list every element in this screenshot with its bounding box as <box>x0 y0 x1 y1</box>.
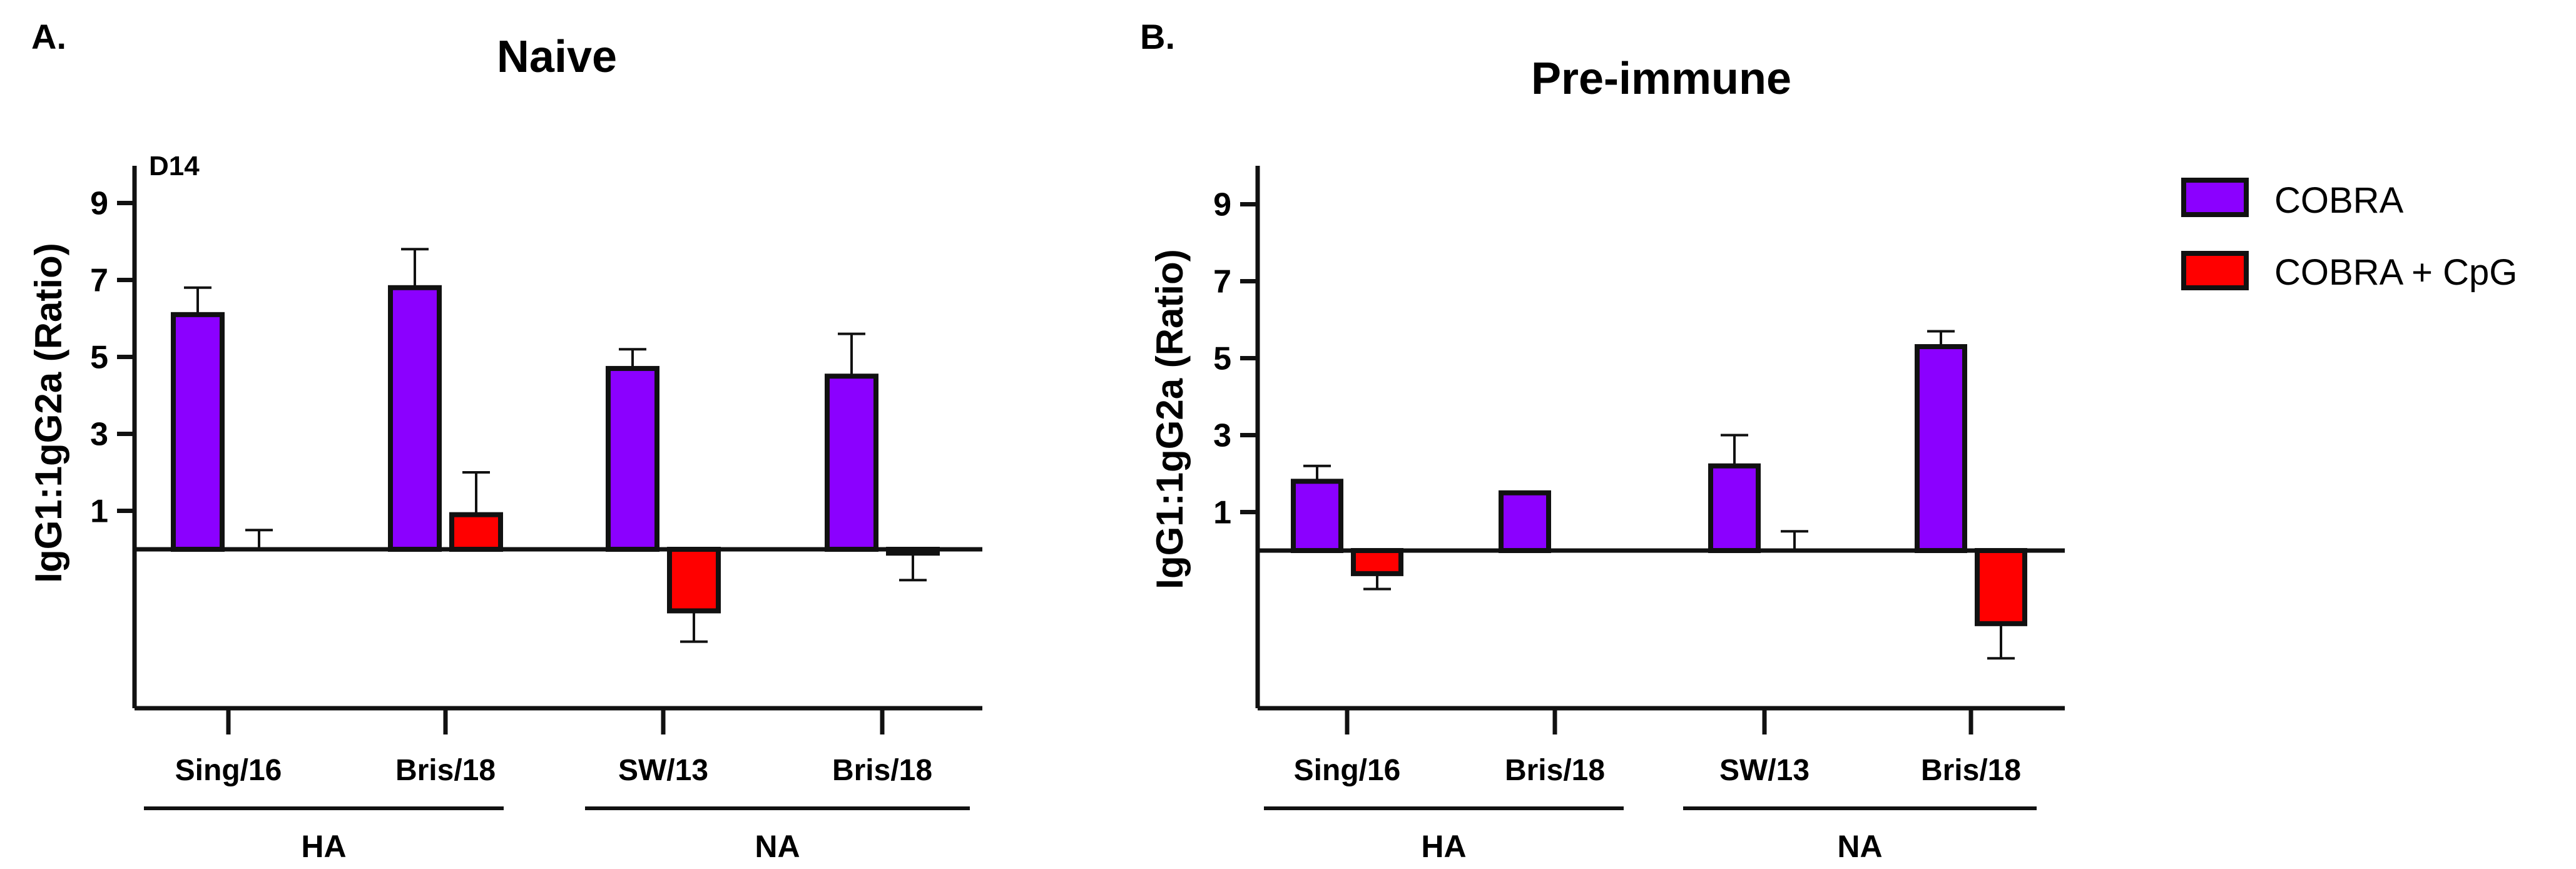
plots: 9 7 5 3 1 Sing/16 Bris/18 SW/13 Bris/18 HA NA 9 7 5 3 1… <box>90 166 2065 864</box>
panel-a-day-annotation: D14 <box>149 151 200 181</box>
panel-b-bar-cobra-cpg <box>1351 548 1403 576</box>
panel-a-label: A. <box>31 17 66 56</box>
panel-b-bar-cobra <box>1291 479 1343 553</box>
panel-a-y-tick-label: 9 <box>90 186 108 222</box>
panel-a-category-label: Sing/16 <box>175 754 282 787</box>
panel-a-title: Naive <box>497 32 617 82</box>
panel-a-bar-cobra <box>825 374 878 552</box>
panel-a-category-label: Bris/18 <box>832 754 932 787</box>
panel-b-y-tick-label: 1 <box>1213 495 1231 531</box>
panel-b-plot: 9 7 5 3 1 Sing/16 Bris/18 SW/13 Bris/18 HA NA <box>1213 166 2065 864</box>
panel-b-bar-cobra-cpg <box>1975 548 2027 626</box>
panel-b-category-label: Sing/16 <box>1294 754 1401 787</box>
panel-b-y-tick-label: 9 <box>1213 187 1231 223</box>
panel-a-group-label: NA <box>755 829 800 864</box>
legend-label-cobra: COBRA <box>2274 180 2404 221</box>
panel-a-y-tick-label: 5 <box>90 340 108 376</box>
legend-label-cobra-cpg: COBRA + CpG <box>2274 252 2517 293</box>
legend-swatch-cobra <box>2181 178 2249 217</box>
panel-a-y-axis-label: IgG1:1gG2a (Ratio) <box>28 243 69 582</box>
panel-b-category-label: Bris/18 <box>1505 754 1605 787</box>
panel-a-bar-cobra-cpg <box>886 547 940 556</box>
panel-a-bar-cobra-cpg <box>667 547 721 614</box>
panel-a-group-label: HA <box>301 829 346 864</box>
panel-b-bar-cobra <box>1915 344 1967 553</box>
panel-b-title: Pre-immune <box>1531 54 1791 104</box>
panel-a-plot: 9 7 5 3 1 Sing/16 Bris/18 SW/13 Bris/18 HA NA <box>90 166 982 864</box>
panel-a-y-tick-label: 1 <box>90 494 108 530</box>
panel-b-y-tick-label: 5 <box>1213 341 1231 377</box>
panel-a-bar-cobra <box>606 365 659 552</box>
panel-b-y-tick-label: 7 <box>1213 264 1231 300</box>
panel-b-bar-cobra <box>1708 463 1761 554</box>
panel-b-y-tick-label: 3 <box>1213 418 1231 454</box>
panel-b-label: B. <box>1140 17 1175 56</box>
panel-b-category-label: SW/13 <box>1719 754 1810 787</box>
panel-a-category-label: Bris/18 <box>395 754 496 787</box>
panel-a-category-label: SW/13 <box>618 754 708 787</box>
panel-b-group-label: NA <box>1837 829 1882 864</box>
panel-a-bar-cobra <box>388 285 442 552</box>
legend-swatch-cobra-cpg <box>2181 251 2249 290</box>
panel-a-bar-cobra <box>171 312 225 552</box>
panel-b-group-label: HA <box>1421 829 1466 864</box>
panel-a-y-tick-label: 3 <box>90 417 108 453</box>
legend: COBRA COBRA + CpG <box>2181 178 2517 293</box>
panel-b-bar-cobra <box>1499 490 1551 553</box>
panel-b-category-label: Bris/18 <box>1921 754 2021 787</box>
panel-a-y-tick-label: 7 <box>90 263 108 299</box>
panel-b-y-axis-label: IgG1:1gG2a (Ratio) <box>1149 249 1191 589</box>
panel-a-bar-cobra-cpg <box>449 512 503 552</box>
